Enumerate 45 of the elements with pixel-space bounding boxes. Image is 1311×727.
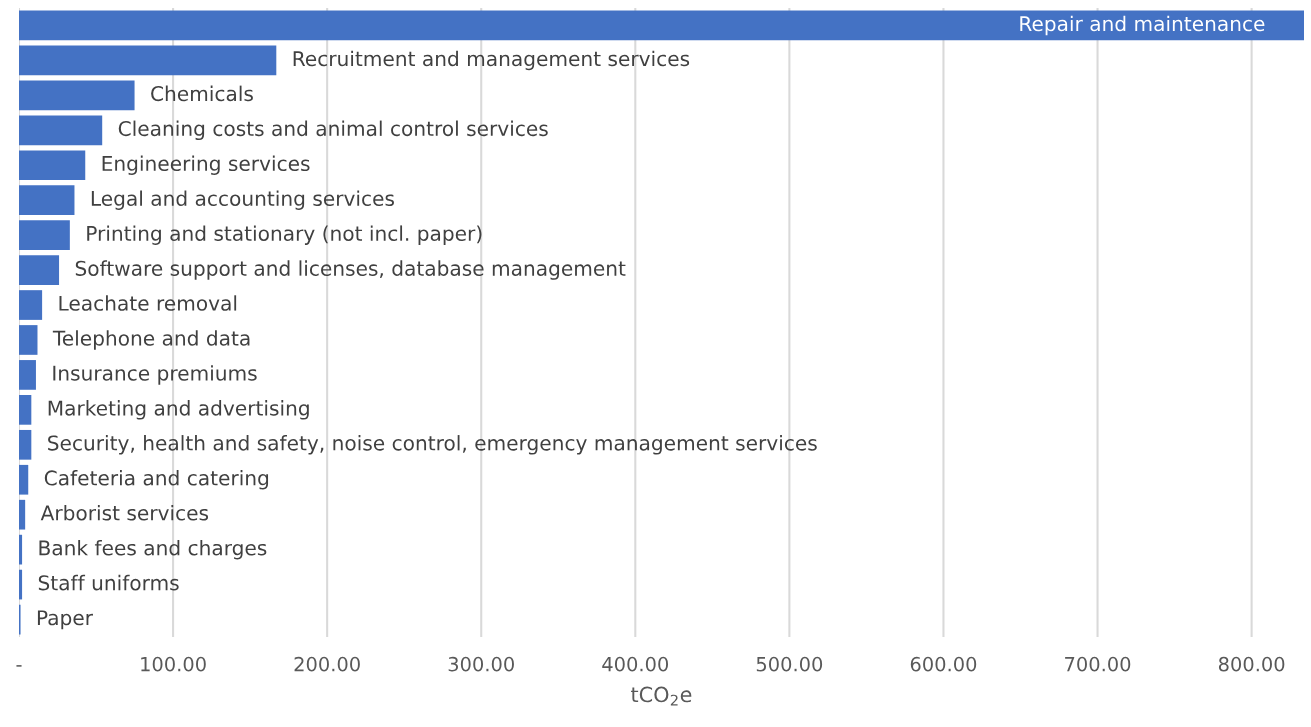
bar (19, 220, 70, 250)
bar (19, 429, 32, 460)
y-tick-label: Legal and accounting services (91, 190, 394, 210)
bar (19, 534, 23, 565)
bar (19, 290, 43, 320)
x-tick-label: 800.00 (1218, 656, 1285, 672)
y-tick-label: Security, health and safety, noise control, emergency management services (48, 435, 817, 455)
bar (19, 569, 23, 600)
y-tick-label: Engineering services (102, 155, 310, 175)
y-tick-label: Paper (37, 610, 93, 630)
bar (19, 115, 103, 146)
y-tick-label: Repair and maintenance (1020, 15, 1265, 36)
y-tick-label: Software support and licenses, database management (75, 260, 626, 280)
bar (19, 464, 29, 495)
bar (19, 185, 75, 216)
bar (19, 80, 135, 111)
y-tick-label: Printing and stationary (not incl. paper) (87, 225, 482, 245)
bar (19, 10, 1304, 41)
bar (19, 360, 36, 390)
y-tick-label: Insurance premiums (53, 365, 257, 385)
x-tick-label: 700.00 (1065, 656, 1131, 672)
x-tick-label: 400.00 (602, 656, 669, 672)
bar (19, 499, 26, 530)
bar (19, 255, 60, 285)
bar (19, 150, 86, 181)
y-tick-label: Cafeteria and catering (44, 470, 269, 490)
x-tick-label: 100.00 (141, 656, 206, 672)
y-tick-label: Bank fees and charges (39, 539, 267, 560)
y-tick-label: Marketing and advertising (48, 400, 309, 420)
bar (19, 325, 38, 355)
x-tick-label: 600.00 (910, 656, 977, 672)
y-tick-label: Staff uniforms (38, 574, 179, 591)
x-tick-label: - (16, 665, 22, 667)
bar (19, 45, 277, 76)
x-tick-label: 200.00 (294, 656, 360, 672)
y-tick-label: Chemicals (151, 85, 253, 102)
y-tick-label: Arborist services (40, 504, 209, 521)
y-tick-label: Leachate removal (59, 295, 237, 311)
y-tick-label: Recruitment and management services (293, 50, 690, 71)
x-tick-label: 300.00 (448, 656, 514, 672)
x-axis-title: tCO$_{2}$e (631, 686, 692, 706)
y-tick-label: Telephone and data (52, 330, 250, 350)
x-tick-label: 500.00 (756, 656, 823, 672)
y-tick-label: Cleaning costs and animal control services (118, 120, 548, 141)
bar (19, 395, 32, 425)
